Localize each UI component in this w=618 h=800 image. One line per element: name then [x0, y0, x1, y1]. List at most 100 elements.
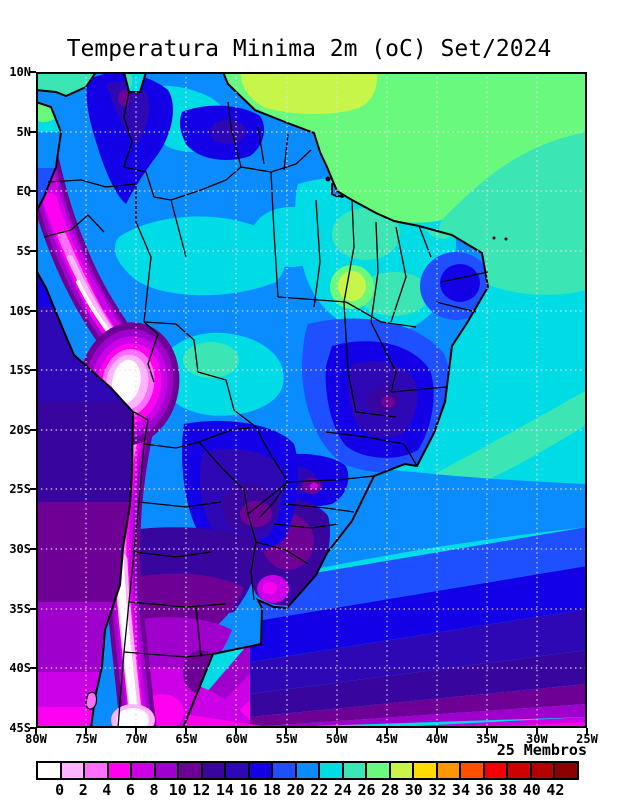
lat-tick — [30, 726, 36, 729]
colorbar-tick-label: 36 — [475, 781, 494, 799]
colorbar-tick-label: 40 — [522, 781, 541, 799]
colorbar-cell — [295, 762, 320, 779]
lon-label: 55W — [275, 732, 298, 746]
colorbar-tick-label: 2 — [78, 781, 88, 799]
lon-tick — [135, 728, 138, 734]
lon-label: 25W — [576, 732, 598, 746]
lat-label: 5S — [16, 243, 31, 258]
lat-tick — [30, 369, 36, 372]
colorbar-cell — [436, 762, 461, 779]
colorbar-cell — [84, 762, 108, 779]
colorbar-tick-label: 16 — [239, 781, 258, 799]
colorbar-tick-label: 26 — [357, 781, 376, 799]
colorbar-cell — [342, 762, 367, 779]
lat-label: 10S — [9, 303, 31, 318]
colorbar — [36, 761, 579, 780]
lon-tick — [485, 728, 488, 734]
colorbar-tick-label: 0 — [55, 781, 65, 799]
lon-label: 65W — [175, 732, 198, 746]
lon-label: 35W — [475, 732, 498, 746]
colorbar-tick-label: 4 — [102, 781, 112, 799]
colorbar-cell — [507, 762, 531, 779]
colorbar-cell — [178, 762, 202, 779]
colorbar-cell — [460, 762, 484, 779]
lat-tick — [30, 667, 36, 670]
lat-tick — [30, 488, 36, 491]
coastline — [36, 72, 490, 728]
country-borders — [43, 91, 489, 728]
lon-label: 70W — [125, 732, 148, 746]
lon-tick — [285, 728, 288, 734]
colorbar-cell — [483, 762, 508, 779]
lon-tick — [235, 728, 238, 734]
lon-label: 75W — [75, 732, 97, 746]
colorbar-cell — [530, 762, 555, 779]
lat-label: 15S — [9, 363, 31, 378]
colorbar-cell — [366, 762, 390, 779]
lat-tick — [30, 190, 36, 193]
lon-tick — [435, 728, 438, 734]
colorbar-tick-label: 12 — [192, 781, 211, 799]
colorbar-tick-label: 28 — [381, 781, 400, 799]
lon-tick — [35, 728, 37, 734]
lat-tick — [30, 309, 36, 312]
colorbar-tick-label: 10 — [168, 781, 187, 799]
lat-label: EQ — [16, 184, 31, 199]
colorbar-cell — [107, 762, 132, 779]
map-frame — [36, 72, 587, 728]
lat-label: 10N — [9, 65, 31, 79]
lat-label: 35S — [9, 601, 31, 616]
colorbar-tick-label: 22 — [310, 781, 329, 799]
colorbar-tick-label: 32 — [428, 781, 447, 799]
lon-label: 60W — [225, 732, 248, 746]
colorbar-cell — [248, 762, 273, 779]
colorbar-cell — [225, 762, 249, 779]
colorbar-tick-label: 6 — [125, 781, 135, 799]
lat-tick — [30, 548, 36, 551]
colorbar-tick-label: 8 — [149, 781, 159, 799]
colorbar-tick-label: 14 — [215, 781, 234, 799]
colorbar-cell — [131, 762, 155, 779]
lat-label: 45S — [9, 720, 31, 735]
colorbar-tick-label: 24 — [333, 781, 352, 799]
page-title: Temperatura Minima 2m (oC) Set/2024 — [66, 36, 552, 62]
colorbar-cell — [319, 762, 343, 779]
colorbar-cell — [389, 762, 414, 779]
colorbar-cell — [272, 762, 296, 779]
lon-tick — [385, 728, 388, 734]
colorbar-cell — [413, 762, 437, 779]
colorbar-tick-label: 18 — [263, 781, 282, 799]
colorbar-tick-label: 30 — [404, 781, 423, 799]
lat-label: 40S — [9, 661, 31, 676]
lat-label: 25S — [9, 482, 31, 497]
lon-tick — [585, 728, 588, 734]
lat-tick — [30, 428, 36, 431]
colorbar-tick-label: 20 — [286, 781, 305, 799]
colorbar-tick-label: 38 — [499, 781, 518, 799]
lat-label: 20S — [9, 422, 31, 437]
lon-label: 30W — [526, 732, 548, 746]
map-svg — [36, 72, 587, 728]
colorbar-cell — [201, 762, 226, 779]
chiloe-island — [85, 691, 98, 710]
island-dot — [492, 236, 496, 240]
colorbar-cell — [37, 762, 61, 779]
lon-label: 45W — [375, 732, 398, 746]
lat-tick — [30, 71, 36, 73]
colorbar-cell — [60, 762, 85, 779]
lat-tick — [30, 130, 36, 133]
lon-label: 50W — [325, 732, 348, 746]
map-plot — [36, 72, 587, 728]
lat-label: 30S — [9, 542, 31, 557]
lon-tick — [85, 728, 88, 734]
colorbar-tick-label: 42 — [546, 781, 565, 799]
lon-tick — [535, 728, 538, 734]
ensemble-members-label: 25 Membros — [496, 741, 587, 759]
colorbar-tick-label: 34 — [451, 781, 470, 799]
lat-tick — [30, 607, 36, 610]
colorbar-cell — [154, 762, 179, 779]
lon-tick — [185, 728, 188, 734]
lat-label: 5N — [16, 124, 31, 139]
lon-tick — [335, 728, 338, 734]
